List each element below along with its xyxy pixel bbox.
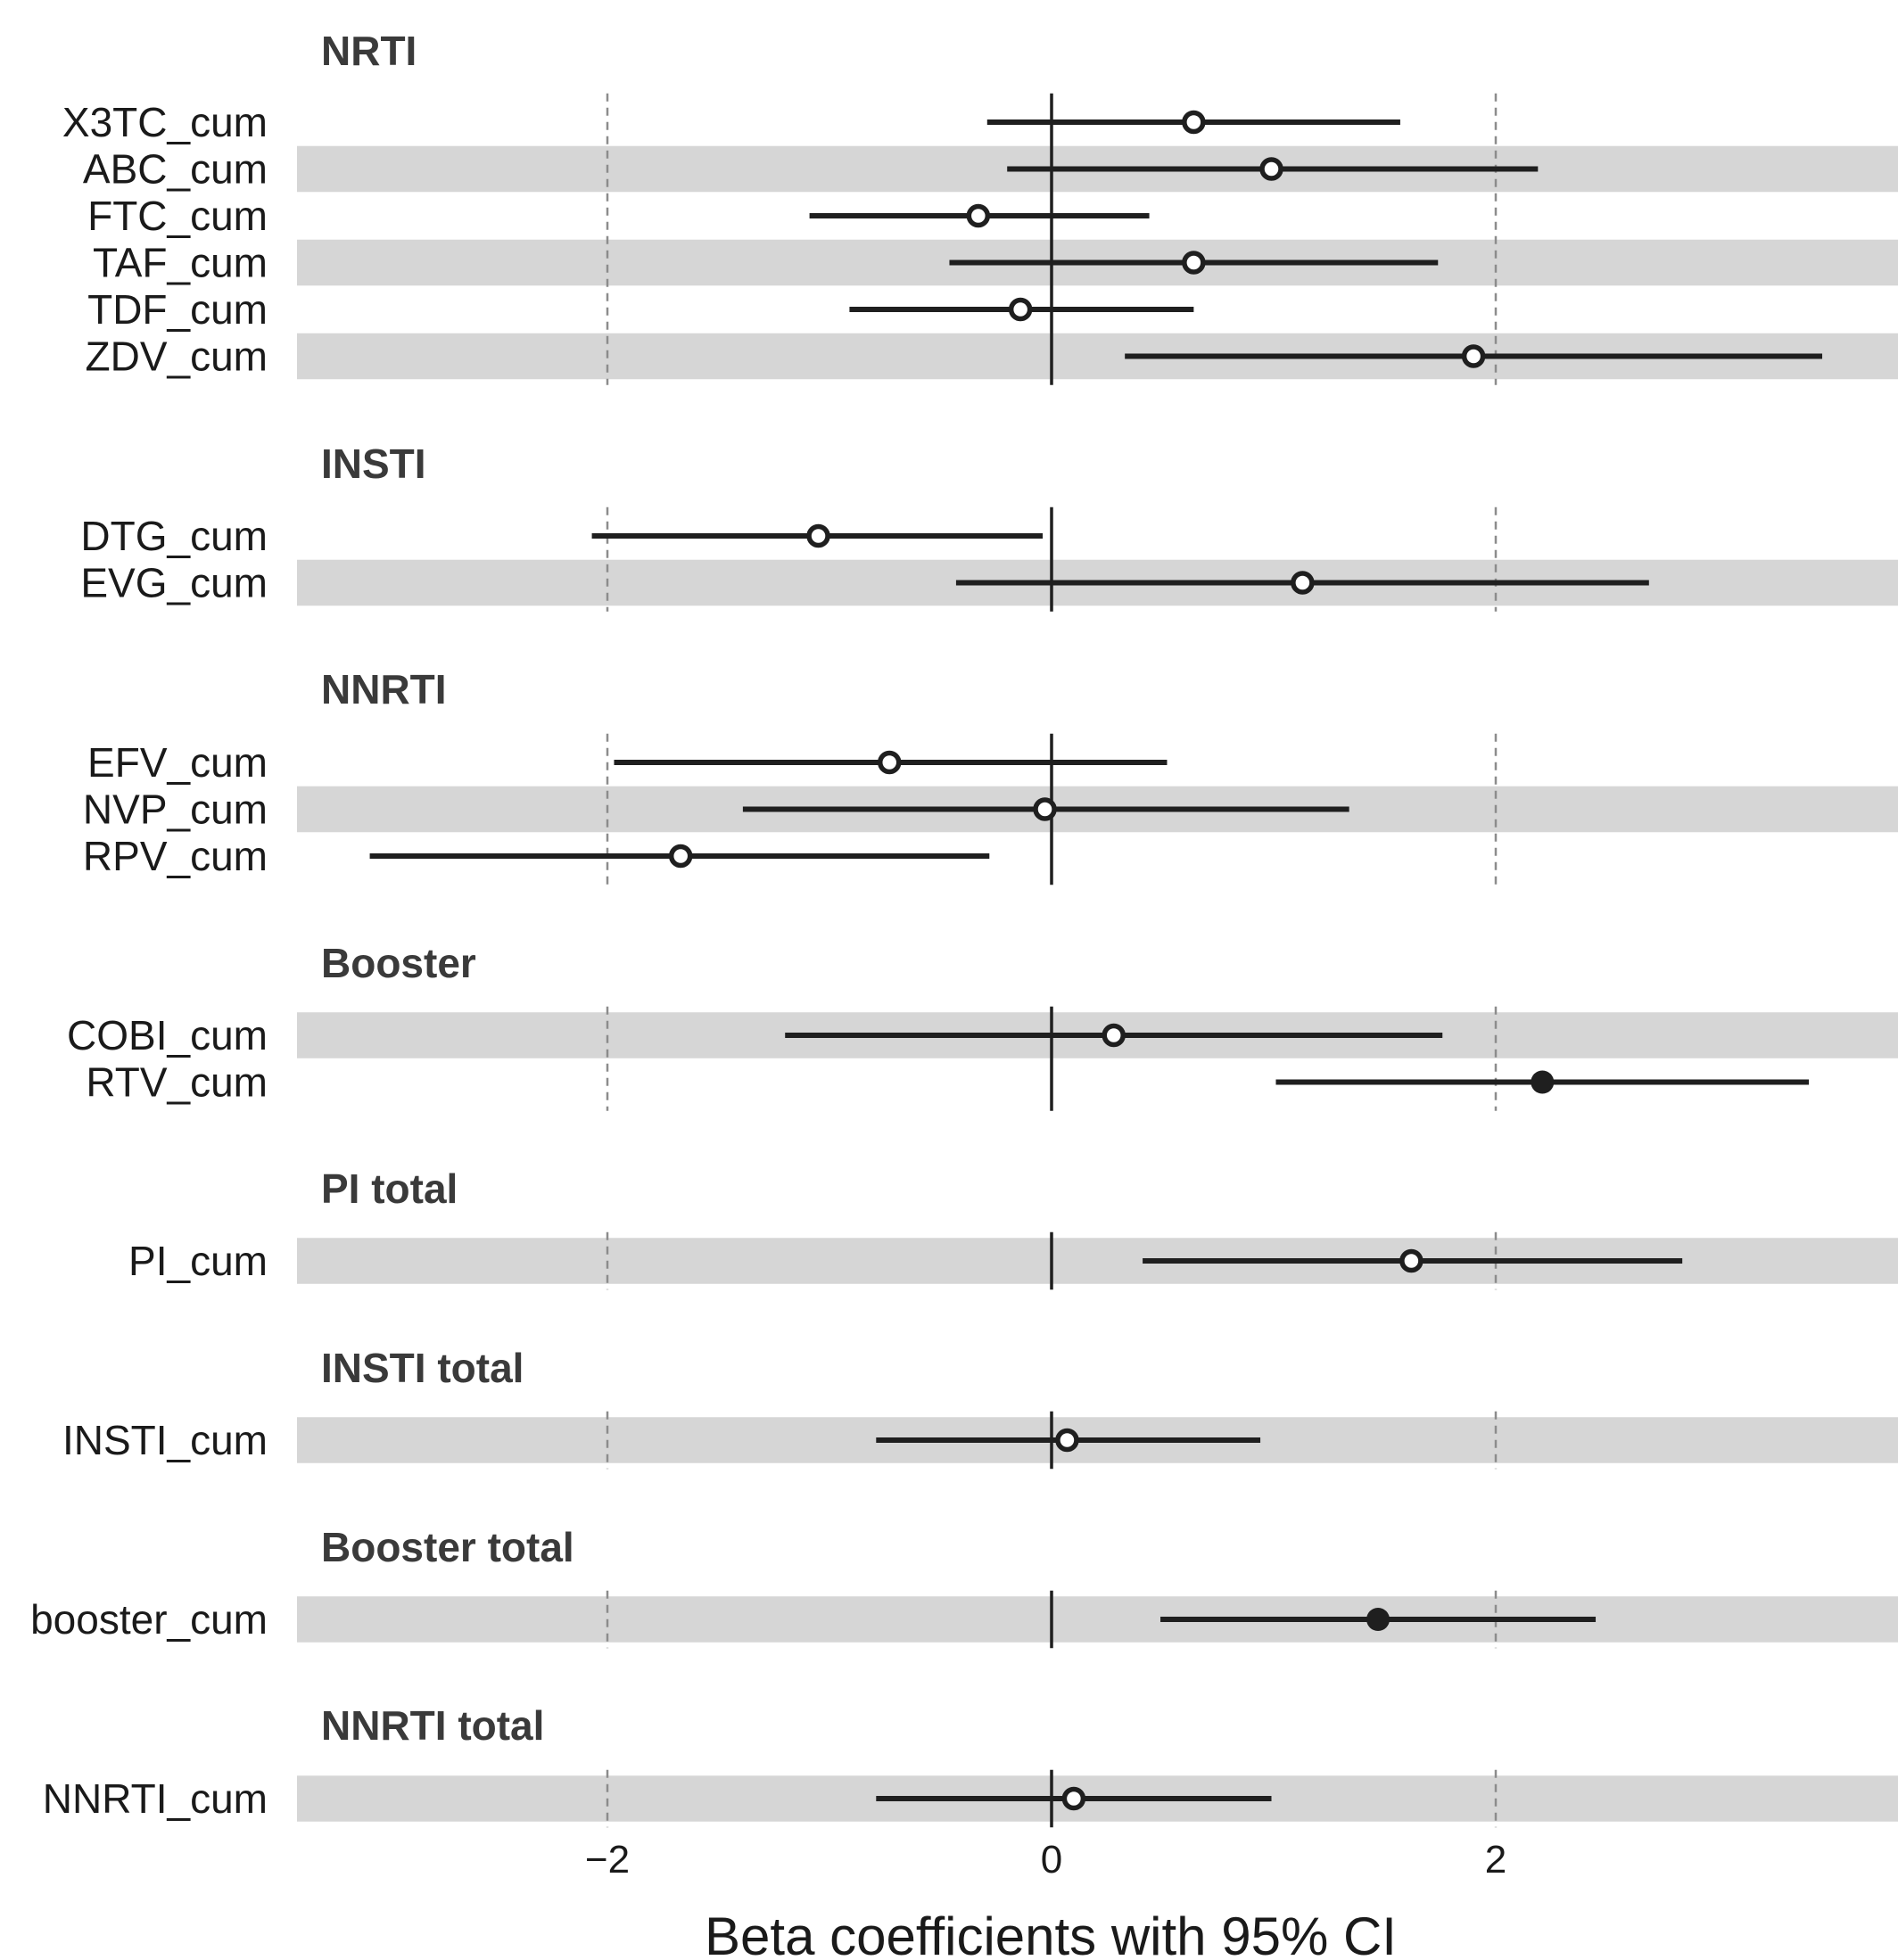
panel-title: NNRTI total <box>321 1702 544 1749</box>
point-estimate-filled <box>1531 1070 1555 1094</box>
row-label: EFV_cum <box>87 739 268 786</box>
row-stripe <box>297 1596 1898 1643</box>
panel-title: NNRTI <box>321 666 447 712</box>
x-axis: −2 0 2 <box>585 1838 1506 1882</box>
point-estimate-open <box>1182 110 1206 135</box>
row-label: INSTI_cum <box>62 1417 268 1463</box>
point-estimate-open <box>1259 157 1283 181</box>
row-label: ZDV_cum <box>86 334 268 380</box>
point-estimate-open <box>1182 251 1206 275</box>
panel-titles: NRTI INSTI NNRTI Booster PI total INSTI total… <box>321 28 574 1749</box>
x-axis-title: Beta coefficients with 95% CI <box>705 1906 1397 1960</box>
point-estimate-open <box>1055 1428 1079 1453</box>
panel-title: INSTI <box>321 441 426 487</box>
row-label: NNRTI_cum <box>43 1775 268 1822</box>
panel-title: PI total <box>321 1165 458 1212</box>
x-tick-label: 2 <box>1485 1838 1506 1882</box>
row-label: TAF_cum <box>93 240 268 286</box>
row-label: TDF_cum <box>87 286 268 333</box>
row-label: FTC_cum <box>87 193 268 239</box>
point-estimate-open <box>966 203 991 228</box>
point-estimate-filled <box>1366 1608 1390 1631</box>
point-estimate-open <box>1291 571 1315 595</box>
row-labels: X3TC_cumABC_cumFTC_cumTAF_cumTDF_cumZDV_… <box>30 99 268 1822</box>
row-label: DTG_cum <box>80 513 268 559</box>
row-label: PI_cum <box>128 1238 268 1284</box>
row-label: X3TC_cum <box>62 99 268 145</box>
point-estimate-open <box>877 750 902 775</box>
panel-title: NRTI <box>321 28 417 74</box>
point-estimate-open <box>806 523 830 548</box>
point-estimate-open <box>1102 1023 1126 1048</box>
row-label: NVP_cum <box>83 786 268 833</box>
x-tick-label: −2 <box>585 1838 630 1882</box>
point-estimate-open <box>1061 1786 1086 1811</box>
row-label: booster_cum <box>30 1596 268 1643</box>
row-label: RPV_cum <box>83 833 268 879</box>
panel-title: Booster <box>321 940 476 986</box>
row-label: EVG_cum <box>80 560 268 606</box>
point-estimate-open <box>1461 344 1486 368</box>
point-estimate-open <box>1033 797 1057 821</box>
x-tick-label: 0 <box>1041 1838 1062 1882</box>
panel-title: INSTI total <box>321 1345 524 1391</box>
row-label: ABC_cum <box>83 146 268 193</box>
point-estimate-open <box>1008 297 1033 322</box>
row-label: COBI_cum <box>67 1012 268 1058</box>
point-estimates <box>668 110 1555 1811</box>
row-label: RTV_cum <box>86 1059 268 1106</box>
point-estimate-open <box>668 844 693 869</box>
panel-title: Booster total <box>321 1524 574 1570</box>
point-estimate-open <box>1399 1248 1424 1273</box>
